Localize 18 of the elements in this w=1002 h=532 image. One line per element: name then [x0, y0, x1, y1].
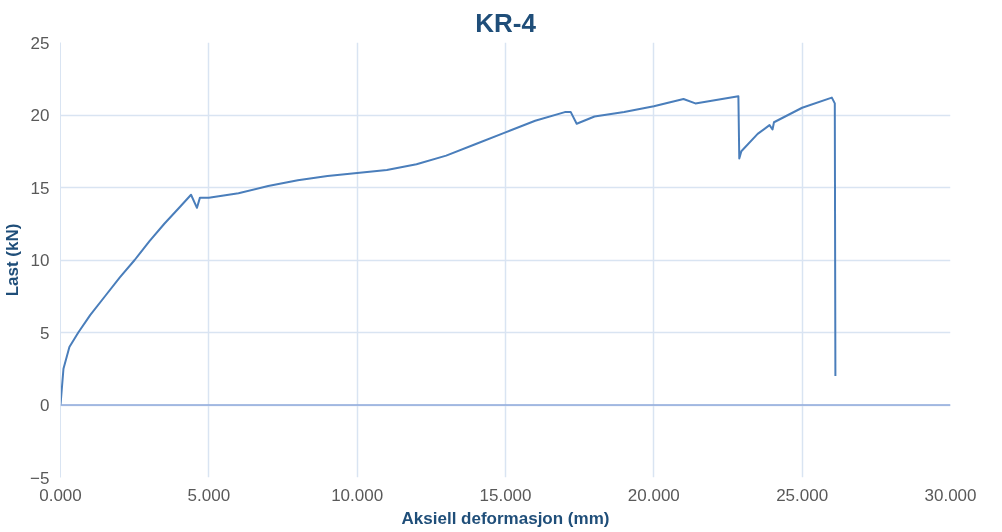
y-tick-label: 5	[40, 323, 50, 343]
chart-title: KR-4	[475, 7, 537, 38]
x-tick-label: 20.000	[627, 485, 680, 505]
y-tick-label: 20	[30, 106, 50, 125]
y-tick-label: 25	[30, 33, 50, 53]
x-tick-label: 10.000	[331, 485, 384, 505]
x-tick-label: 0.000	[39, 485, 82, 505]
y-tick-label: 10	[30, 251, 50, 270]
x-axis-title: Aksiell deformasjon (mm)	[401, 508, 610, 528]
x-tick-label: 30.000	[924, 485, 977, 505]
y-axis-title: Last (kN)	[3, 223, 23, 297]
x-tick-label: 25.000	[776, 485, 829, 505]
line-series	[60, 95, 837, 406]
y-tick-label: 15	[30, 178, 50, 198]
y-tick-label: −5	[30, 468, 50, 488]
x-tick-label: 15.000	[479, 485, 532, 505]
x-tick-label: 5.000	[187, 485, 231, 505]
y-tick-label: 0	[40, 396, 50, 415]
